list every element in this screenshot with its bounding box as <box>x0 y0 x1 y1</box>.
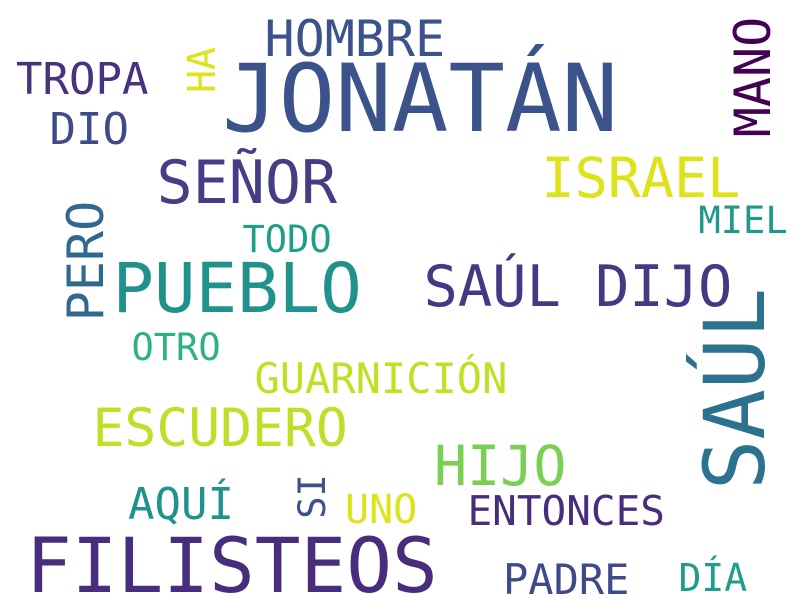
word-otro: OTRO <box>131 325 221 369</box>
word-uno: UNO <box>345 487 418 533</box>
word-mano: MANO <box>724 16 783 138</box>
word-ha: HA <box>179 47 224 93</box>
word-padre: PADRE <box>503 555 630 600</box>
word-saul-dijo: SAÚL DIJO <box>423 253 733 320</box>
word-si: SI <box>290 473 334 519</box>
word-hijo: HIJO <box>434 433 567 498</box>
word-israel: ISRAEL <box>541 145 741 210</box>
word-filisteos: FILISTEOS <box>26 521 438 600</box>
word-escudero: ESCUDERO <box>92 397 348 459</box>
word-senor: SEÑOR <box>156 148 338 218</box>
word-guarnicion: GUARNICIÓN <box>254 354 508 403</box>
word-dio: DIO <box>49 104 129 155</box>
word-pueblo: PUEBLO <box>112 248 362 329</box>
word-tropa: TROPA <box>16 54 149 105</box>
word-dia: DÍA <box>678 556 748 600</box>
word-todo: TODO <box>242 217 332 261</box>
word-hombre: HOMBRE <box>264 10 446 68</box>
word-pero: PERO <box>57 200 116 322</box>
word-aqui: AQUÍ <box>128 479 234 530</box>
word-entonces: ENTONCES <box>467 486 665 535</box>
word-miel: MIEL <box>698 198 788 242</box>
word-jonatan: JONATÁN <box>222 45 619 154</box>
